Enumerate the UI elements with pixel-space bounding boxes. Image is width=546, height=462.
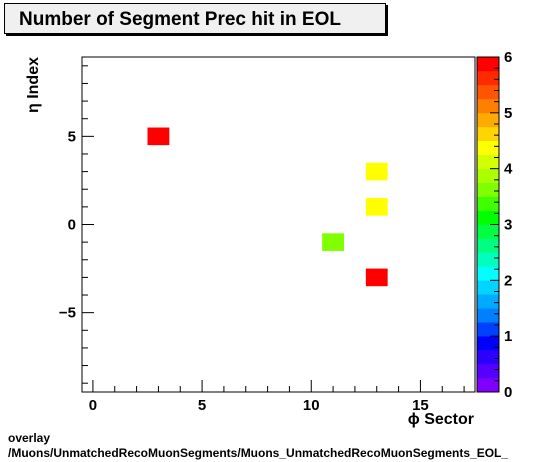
heatmap-cell — [365, 268, 388, 287]
heatmap-cell — [147, 127, 170, 146]
palette-segment — [477, 322, 499, 337]
palette-segment — [477, 182, 499, 197]
heatmap-cell — [365, 162, 388, 181]
palette-segment — [477, 98, 499, 114]
palette-segment — [477, 266, 499, 281]
palette-segment — [477, 140, 499, 156]
palette-segment — [477, 224, 499, 239]
y-tick-label: 0 — [68, 217, 76, 234]
palette-tick-label: 2 — [504, 272, 512, 289]
title-box: Number of Segment Prec hit in EOL — [4, 3, 386, 34]
palette-segment — [477, 252, 499, 267]
palette-tick-label: 0 — [504, 384, 512, 401]
palette-segment — [477, 196, 499, 211]
x-axis: 0 5 10 15 — [89, 380, 465, 414]
palette-segment — [477, 364, 499, 379]
footer-overlay: overlay — [8, 431, 51, 445]
palette-segment — [477, 336, 499, 351]
x-tick-label: 5 — [198, 397, 206, 414]
palette-tick-label: 5 — [504, 105, 512, 122]
x-tick-label: 0 — [89, 397, 97, 414]
palette-segment — [477, 308, 499, 323]
y-tick-label: −5 — [59, 305, 76, 322]
chart-title: Number of Segment Prec hit in EOL — [19, 9, 341, 30]
x-axis-label: ϕ Sector — [408, 411, 474, 428]
palette-tick-label: 3 — [504, 217, 512, 234]
palette-segment — [477, 154, 499, 169]
y-tick-label: 5 — [68, 128, 76, 145]
palette-tick-label: 1 — [504, 328, 512, 345]
palette-segment — [477, 84, 499, 100]
palette-segment — [477, 57, 499, 72]
palette-segment — [477, 280, 499, 295]
color-palette: 0 1 2 3 4 5 6 — [476, 49, 513, 401]
palette-segment — [477, 238, 499, 253]
x-tick-label: 15 — [412, 397, 429, 414]
palette-segment — [477, 112, 499, 128]
heatmap-cells — [147, 127, 388, 287]
palette-tick-label: 4 — [504, 161, 513, 178]
palette-segment — [477, 294, 499, 309]
palette-segment — [477, 350, 499, 365]
palette-tick-label: 6 — [504, 49, 512, 66]
palette-segment — [477, 210, 499, 225]
plot-frame — [81, 56, 476, 393]
y-axis: −5 0 5 — [59, 65, 94, 384]
palette-segment — [477, 70, 499, 86]
palette-segment — [477, 126, 499, 142]
y-axis-label: η Index — [25, 57, 42, 113]
footer-path: /Muons/UnmatchedRecoMuonSegments/Muons_U… — [8, 446, 509, 460]
x-tick-label: 10 — [303, 397, 320, 414]
heatmap-cell — [365, 198, 388, 216]
palette-segment — [477, 168, 499, 183]
palette-segment — [477, 378, 499, 393]
heatmap-cell — [322, 233, 344, 251]
plot-border — [81, 56, 476, 393]
